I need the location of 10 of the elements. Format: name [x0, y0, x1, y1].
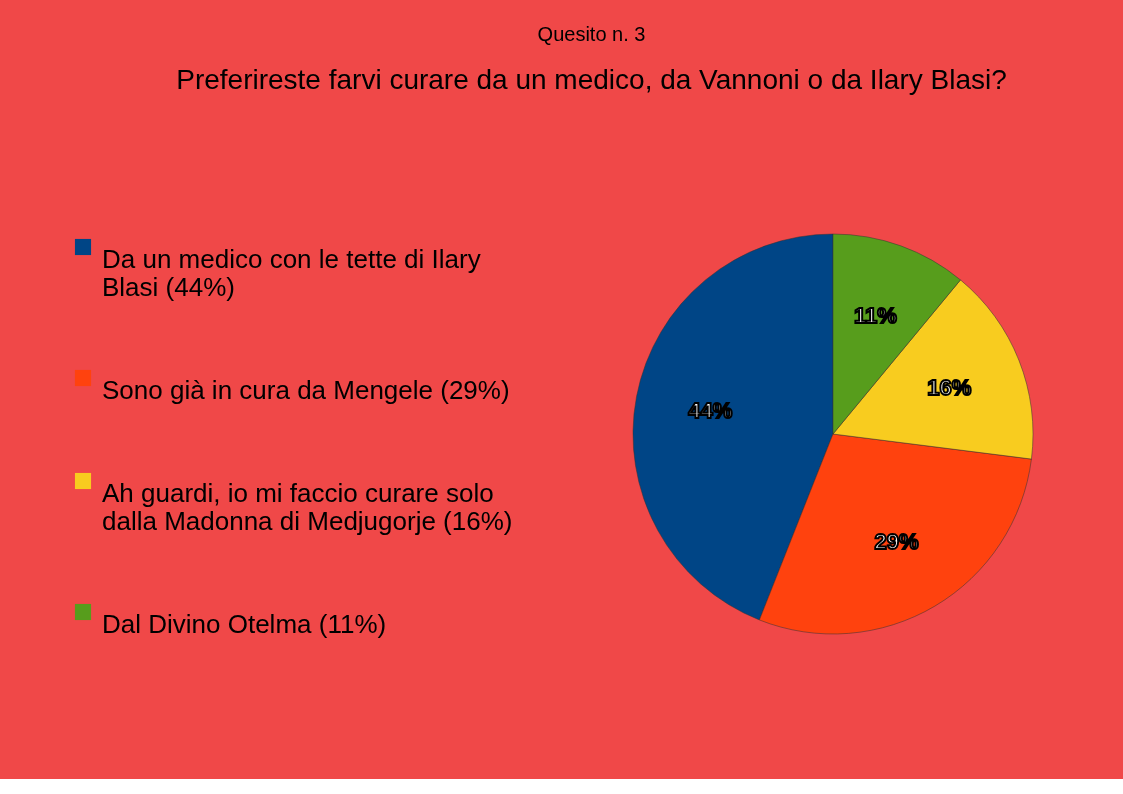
chart-title: Quesito n. 3 [537, 23, 646, 45]
data-label: 11% [853, 303, 897, 329]
data-label: 44% [688, 397, 733, 423]
legend-label: Dal Divino Otelma (11%) [102, 609, 387, 639]
data-label: 16% [927, 374, 972, 400]
data-label: 29% [874, 528, 919, 554]
legend-label: Sono già in cura da Mengele (29%) [102, 375, 510, 405]
legend-label: Da un medico con le tette di Ilary Blasi (44%) [102, 244, 481, 302]
legend-label: Ah guardi, io mi faccio curare solo dalla Madonna di Medjugorje (16%) [102, 478, 513, 536]
chart-subtitle: Preferireste farvi curare da un medico, da Vannoni o da Ilary Blasi? [176, 64, 1007, 95]
